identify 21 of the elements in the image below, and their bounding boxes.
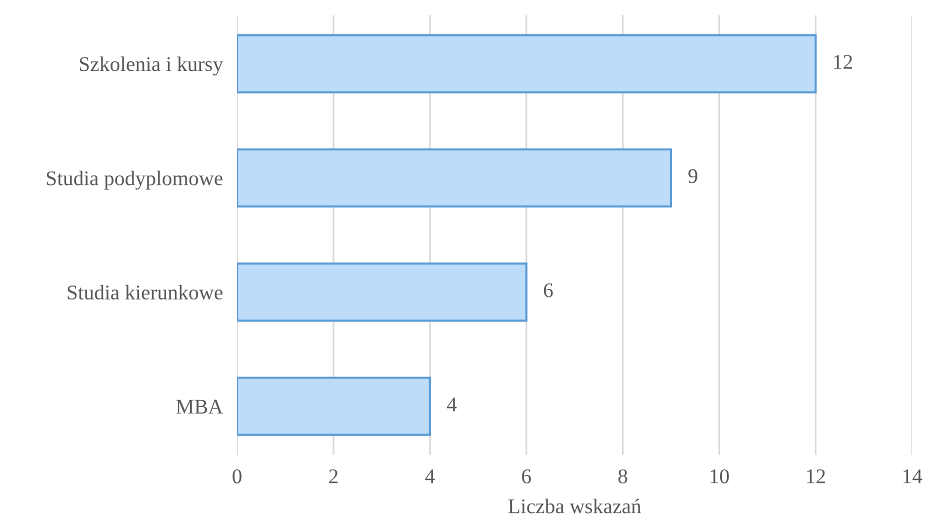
y-tick-label: Studia podyplomowe [46, 170, 222, 190]
data-label: 4 [447, 398, 457, 412]
data-label: 6 [544, 283, 553, 298]
x-tick-label: 0 [232, 469, 242, 484]
bar [237, 34, 817, 94]
y-tick-label: Szkolenia i kursy [80, 56, 224, 76]
x-tick-label: 6 [522, 469, 531, 484]
y-tick-label: MBA [176, 400, 224, 414]
x-tick-label: 8 [618, 469, 628, 484]
y-tick-label: Studia kierunkowe [68, 284, 222, 300]
x-tick-label: 10 [710, 469, 729, 484]
bar [237, 148, 672, 208]
x-tick-label: 14 [904, 469, 922, 484]
x-tick-label: 12 [807, 469, 825, 484]
x-tick-label: 2 [329, 469, 338, 484]
x-axis-title: Liczba wskazań [508, 498, 642, 514]
data-label: 12 [834, 54, 852, 69]
bar [237, 376, 431, 436]
bar [237, 262, 528, 322]
x-tick-label: 4 [425, 469, 435, 484]
data-label: 9 [688, 169, 698, 184]
